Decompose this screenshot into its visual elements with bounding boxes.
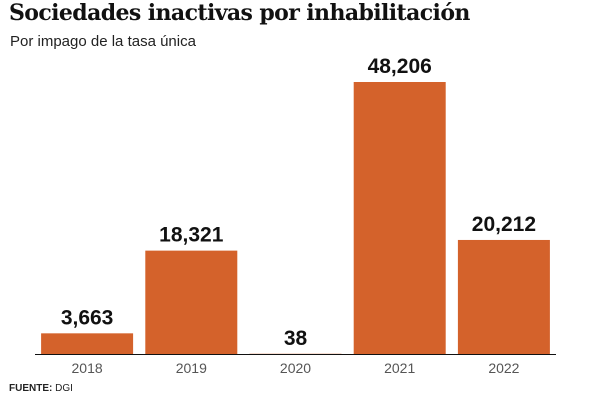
bar-2018 (41, 333, 134, 354)
data-label-2019: 18,321 (159, 224, 224, 247)
x-tick-label-2022: 2022 (488, 360, 519, 376)
data-label-2021: 48,206 (368, 55, 432, 78)
chart-title: Sociedades inactivas por inhabilitación (9, 0, 470, 26)
chart-subtitle: Por impago de la tasa única (10, 33, 196, 50)
bar-2022 (457, 239, 550, 354)
x-tick-label-2020: 2020 (280, 360, 311, 376)
data-label-2020: 38 (284, 327, 308, 350)
source-label: FUENTE: (9, 383, 53, 394)
source-value: DGI (55, 383, 73, 394)
bar-2019 (145, 250, 238, 354)
x-tick-label-2021: 2021 (384, 360, 415, 376)
data-label-2022: 20,212 (472, 213, 536, 236)
source-note: FUENTE: DGI (9, 383, 73, 394)
data-label-2018: 3,663 (61, 306, 114, 329)
x-tick-label-2018: 2018 (72, 360, 103, 376)
x-tick-label-2019: 2019 (176, 360, 207, 376)
bar-2021 (353, 82, 446, 354)
